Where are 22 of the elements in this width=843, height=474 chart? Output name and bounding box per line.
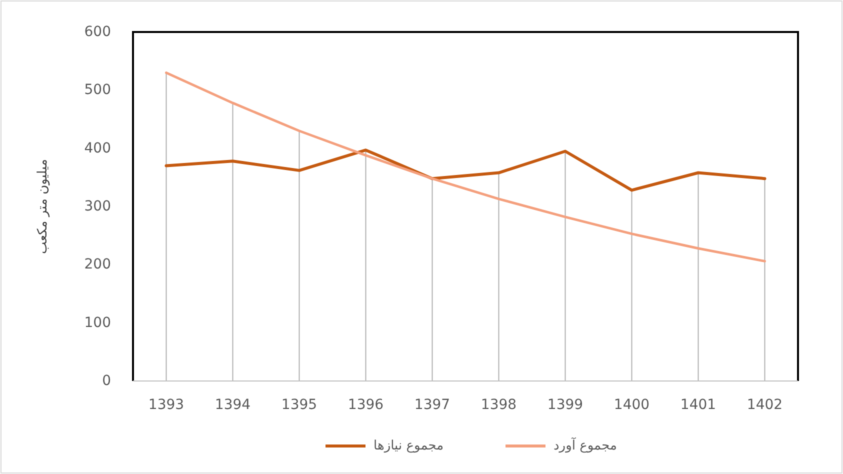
legend-label: مجموع نیازها <box>374 438 444 454</box>
y-tick-label: 200 <box>84 256 111 273</box>
line-series <box>165 71 766 262</box>
x-tick-label: 1394 <box>214 397 251 413</box>
y-axis-title: میلیون متر مکعب <box>36 159 50 254</box>
x-tick-label: 1400 <box>614 397 650 413</box>
x-tick-label: 1402 <box>746 397 783 413</box>
y-tick-label: 600 <box>84 24 111 40</box>
y-tick-label: 400 <box>84 140 111 156</box>
y-tick-label: 300 <box>84 198 111 214</box>
y-tick-label: 100 <box>84 314 111 331</box>
x-tick-label: 1395 <box>281 397 318 413</box>
x-tick-label: 1398 <box>480 397 517 413</box>
x-tick-label: 1397 <box>414 397 450 413</box>
x-tick-label: 1399 <box>547 397 584 413</box>
legend-label: مجموع آورد <box>554 436 617 454</box>
x-tick-label: 1393 <box>148 397 184 413</box>
y-tick-label: 0 <box>102 373 111 389</box>
line-series <box>164 148 766 192</box>
x-tick-label: 1396 <box>348 397 384 413</box>
x-tick-label: 1401 <box>680 397 716 413</box>
y-tick-label: 500 <box>84 82 111 98</box>
